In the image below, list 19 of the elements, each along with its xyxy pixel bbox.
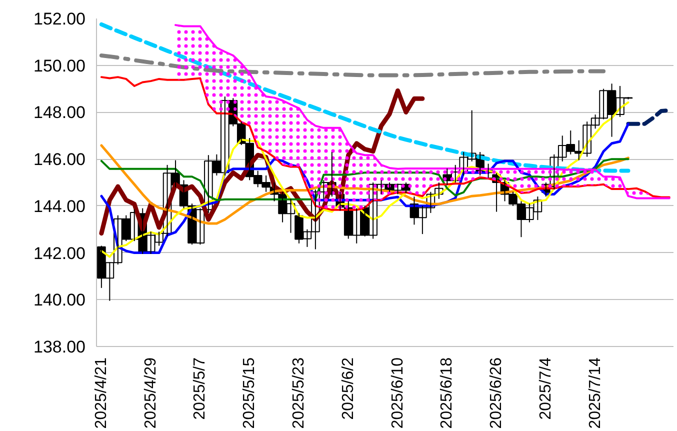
- y-tick-label: 144.00: [34, 196, 86, 216]
- x-tick-label: 2025/6/2: [340, 357, 357, 420]
- y-tick-label: 142.00: [34, 244, 86, 263]
- x-tick-label: 2025/6/10: [389, 357, 406, 429]
- x-tick-label: 2025/5/23: [290, 357, 308, 429]
- x-tick-label: 2025/4/29: [142, 357, 160, 429]
- x-tick-label: 2025/7/4: [537, 357, 554, 420]
- x-tick-label: 2025/7/14: [586, 357, 604, 429]
- x-tick-label: 2025/6/18: [438, 357, 456, 429]
- x-tick-label: 2025/4/21: [92, 357, 110, 429]
- y-tick-label: 152.00: [34, 10, 86, 28]
- x-tick-label: 2025/6/26: [488, 357, 506, 429]
- y-tick-label: 148.00: [34, 103, 86, 122]
- y-tick-label: 140.00: [34, 290, 86, 310]
- y-tick-label: 146.00: [34, 150, 86, 170]
- y-tick-label: 150.00: [34, 56, 86, 76]
- y-tick-label: 138.00: [34, 338, 86, 356]
- x-tick-label: 2025/5/15: [241, 357, 258, 429]
- x-tick-label: 2025/5/7: [192, 357, 209, 420]
